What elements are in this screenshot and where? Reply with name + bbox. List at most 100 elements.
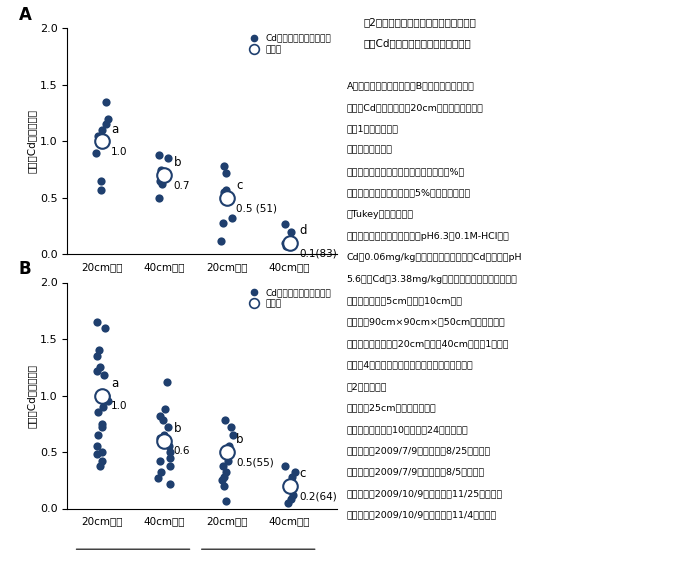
Point	[217, 218, 228, 227]
Point	[221, 447, 232, 457]
Text: a: a	[111, 123, 118, 136]
Point	[215, 236, 226, 245]
Point	[220, 416, 231, 425]
Point	[216, 476, 227, 485]
Text: 夏作、秋作とも、非汚染土（pH6.3、0.1M-HCl抽出: 夏作、秋作とも、非汚染土（pH6.3、0.1M-HCl抽出	[347, 232, 509, 241]
Legend: Cd濃度相対値（個体別）, 平均値: Cd濃度相対値（個体別）, 平均値	[244, 33, 332, 55]
Point	[102, 397, 113, 406]
Point	[157, 416, 168, 425]
Text: 1.0: 1.0	[111, 147, 128, 157]
Point	[154, 411, 165, 420]
Text: 直播: 直播	[126, 313, 140, 326]
Text: Cd濃度に及ぼす移植栄培の影響: Cd濃度に及ぼす移植栄培の影響	[363, 38, 471, 49]
Point	[92, 318, 102, 327]
Text: 移植: 移植	[251, 313, 265, 326]
Point	[155, 165, 166, 174]
Text: れ2反復設定。: れ2反復設定。	[347, 382, 387, 391]
Point	[162, 154, 173, 163]
Point	[96, 447, 107, 457]
Point	[102, 114, 113, 123]
Point	[286, 495, 297, 504]
Point	[221, 496, 232, 505]
Text: 各処理区より夏作10点、秋作24点ずつ収穫: 各処理区より夏作10点、秋作24点ずつ収穫	[347, 425, 468, 434]
Point	[97, 419, 108, 428]
Text: A：夏作（アクティブ）、B：秋作（パレード）: A：夏作（アクティブ）、B：秋作（パレード）	[347, 81, 474, 90]
Text: 図中数値は平均値: 図中数値は平均値	[347, 146, 392, 155]
Point	[98, 402, 109, 411]
Point	[160, 405, 170, 414]
Point	[288, 490, 299, 499]
Point	[284, 481, 295, 490]
Point	[92, 442, 102, 451]
Point	[279, 219, 290, 228]
Point	[281, 242, 291, 251]
Point	[226, 214, 237, 223]
Point	[97, 423, 108, 432]
Text: B: B	[19, 260, 32, 278]
Text: A: A	[19, 6, 32, 24]
Text: a: a	[111, 377, 118, 390]
Point	[162, 423, 173, 432]
Text: b: b	[236, 433, 244, 446]
Point	[282, 479, 293, 488]
Text: 遷根シートを敷設（20cm客土、40cm客土各1枚）。: 遷根シートを敷設（20cm客土、40cm客土各1枚）。	[347, 339, 509, 348]
Text: 秋作移植：2009/10/9（移植）～11/4（収穫）: 秋作移植：2009/10/9（移植）～11/4（収穫）	[347, 511, 497, 520]
Point	[157, 180, 168, 189]
Text: 異なるアルファベット間に5%水準で有意差有: 異なるアルファベット間に5%水準で有意差有	[347, 189, 471, 198]
Point	[219, 481, 229, 490]
Text: c: c	[299, 467, 306, 480]
Point	[94, 363, 105, 372]
Text: 図2　客土圃場におけるホウレンソウの: 図2 客土圃場におけるホウレンソウの	[363, 17, 476, 27]
Point	[154, 150, 165, 159]
Point	[165, 461, 176, 470]
Text: （Tukeyの多重検定）: （Tukeyの多重検定）	[347, 210, 414, 219]
Point	[283, 498, 294, 507]
Point	[221, 185, 232, 194]
Point	[92, 450, 103, 459]
Text: 0.5(55): 0.5(55)	[236, 458, 274, 468]
Y-axis label: 可食部Cd濃度相対値: 可食部Cd濃度相対値	[27, 363, 37, 428]
Point	[224, 442, 235, 451]
Text: 秋作直播：2009/10/9（播種）～11/25（収穫）: 秋作直播：2009/10/9（播種）～11/25（収穫）	[347, 489, 503, 498]
Point	[219, 188, 229, 197]
Point	[290, 468, 301, 477]
Point	[164, 442, 174, 451]
Point	[155, 457, 166, 466]
Point	[153, 193, 164, 202]
Point	[97, 125, 108, 134]
Point	[98, 371, 109, 380]
Point	[279, 461, 290, 470]
Text: 0.5 (51): 0.5 (51)	[236, 203, 277, 214]
Point	[287, 484, 297, 493]
Text: b: b	[174, 422, 181, 435]
Point	[226, 423, 237, 432]
Point	[219, 162, 229, 171]
Point	[91, 366, 102, 375]
Text: 夏作移植：2009/7/9（移植）～8/5（収穫）: 夏作移植：2009/7/9（移植）～8/5（収穫）	[347, 468, 485, 477]
Point	[284, 238, 295, 247]
Text: 0.6: 0.6	[174, 446, 190, 457]
Point	[287, 472, 297, 481]
Text: 木製枚は90cm×90cm×深50cm、底部に透水: 木製枚は90cm×90cm×深50cm、底部に透水	[347, 318, 505, 327]
Text: 最大葉長25cmを目安に収穫。: 最大葉長25cmを目安に収穫。	[347, 403, 436, 412]
Text: 0.1(83): 0.1(83)	[299, 249, 336, 259]
Point	[223, 450, 234, 459]
Point	[96, 176, 106, 185]
Point	[162, 377, 172, 386]
Text: c: c	[236, 179, 243, 192]
Point	[95, 185, 106, 194]
Point	[155, 468, 166, 477]
Point	[221, 168, 232, 177]
Text: 枚内を4ブロックに分け、直播区、移植区それぞ: 枚内を4ブロックに分け、直播区、移植区それぞ	[347, 360, 473, 370]
Point	[159, 431, 170, 440]
Point	[100, 323, 110, 332]
Point	[101, 97, 112, 106]
Point	[93, 346, 104, 355]
Point	[93, 408, 104, 417]
Text: b: b	[174, 157, 181, 170]
Point	[154, 176, 165, 185]
Point	[153, 473, 164, 483]
Point	[279, 238, 290, 247]
Text: 可食部Cd濃度相対値：20cm客土直播区の平均: 可食部Cd濃度相対値：20cm客土直播区の平均	[347, 103, 483, 112]
Point	[164, 479, 175, 488]
